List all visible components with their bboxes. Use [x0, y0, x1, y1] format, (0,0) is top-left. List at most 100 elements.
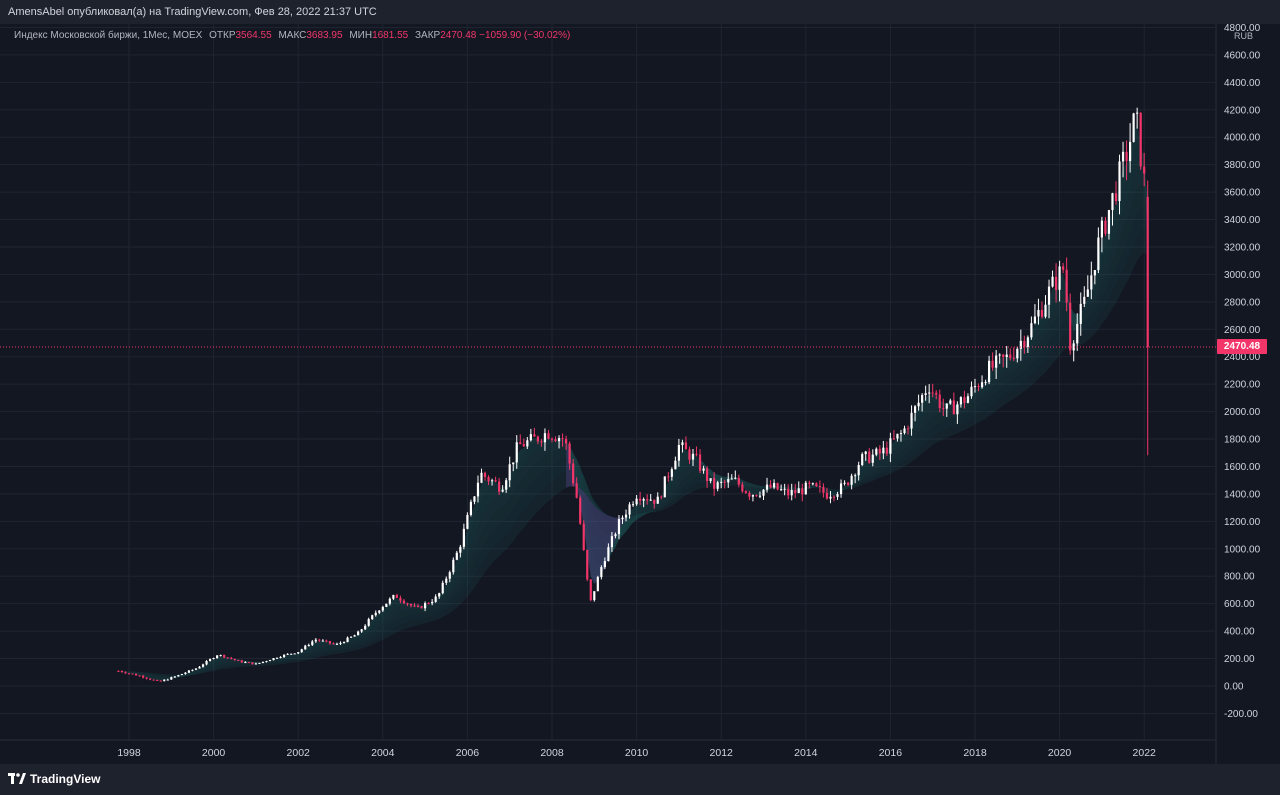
candle-body [251, 662, 254, 665]
candle-body [755, 495, 758, 497]
candle-body [822, 487, 825, 493]
candle-body [307, 644, 310, 646]
y-tick-label: 4800.00 [1224, 24, 1261, 34]
price-chart[interactable]: 4800.00 4600.00 4400.00 4200.00 4000.00 3800.… [0, 24, 1280, 764]
candle-body [649, 499, 652, 501]
candle-body [1005, 354, 1008, 357]
candle-body [508, 464, 511, 481]
candle-body [1054, 276, 1058, 290]
ma-ribbon-band [118, 164, 1148, 679]
candle-body [572, 463, 575, 484]
candle-body [762, 489, 765, 496]
candle-body [1016, 348, 1019, 359]
x-tick-label: 2004 [371, 747, 395, 759]
candle-body [512, 462, 515, 465]
high-value: 3683.95 [306, 30, 343, 41]
y-tick-label: 1000.00 [1224, 544, 1261, 555]
y-tick-label: 800.00 [1224, 572, 1255, 583]
candle-body [1040, 309, 1044, 317]
y-tick-label: 3000.00 [1224, 270, 1261, 281]
candle-body [1090, 275, 1093, 290]
x-tick-label: 2012 [710, 747, 734, 759]
candle-body [216, 655, 219, 659]
candle-body [565, 438, 568, 444]
candle-body [1093, 270, 1096, 276]
candle-body [184, 672, 187, 675]
candle-body [533, 434, 536, 437]
candle-body [399, 597, 402, 601]
y-tick-label: -200.00 [1224, 709, 1258, 720]
candle-body [212, 658, 215, 660]
symbol-legend: Индекс Московской биржи, 1Мес, MOEX ОТКР… [14, 30, 570, 41]
close-value: 2470.48 [440, 30, 477, 41]
candle-body [409, 603, 413, 606]
candle-body [959, 397, 962, 405]
candle-body [688, 449, 691, 460]
candle-body [519, 442, 522, 445]
y-tick-label: 4000.00 [1224, 133, 1261, 144]
candle-body [582, 523, 585, 550]
candle-body [1030, 323, 1033, 338]
candle-body [494, 480, 497, 482]
candle-body [554, 439, 557, 442]
x-tick-label: 2010 [625, 747, 649, 759]
candle-body [656, 496, 659, 504]
y-tick-label: 4400.00 [1224, 78, 1261, 89]
candle-body [536, 436, 539, 442]
candle-body [917, 402, 920, 407]
candle-body [223, 654, 226, 658]
candle-body [998, 354, 1001, 356]
candle-body [952, 400, 955, 415]
candle-body [1019, 340, 1022, 349]
candle-body [787, 488, 790, 496]
candle-body [794, 490, 797, 494]
candle-body [180, 674, 183, 676]
y-tick-label: 2200.00 [1224, 380, 1261, 391]
candle-body [730, 478, 733, 480]
candle-body [861, 454, 864, 465]
candle-body [1044, 304, 1047, 317]
y-tick-label: 0.00 [1224, 682, 1244, 693]
candle-body [177, 675, 180, 677]
candle-body [621, 517, 624, 520]
candle-body [723, 481, 726, 483]
y-tick-label: 3600.00 [1224, 188, 1261, 199]
candle-body [737, 477, 740, 485]
tradingview-logo-icon [8, 773, 26, 784]
candle-body [1107, 210, 1111, 234]
candle-body [769, 484, 772, 488]
candle-body [297, 652, 300, 654]
candle-body [1125, 151, 1128, 162]
candle-body [568, 443, 571, 464]
x-tick-label: 2018 [963, 747, 987, 759]
candle-body [695, 453, 698, 455]
candle-body [575, 483, 578, 498]
candle-body [205, 660, 208, 665]
candle-body [875, 448, 878, 455]
ma-ribbon-band [118, 228, 1148, 676]
candle-body [600, 567, 603, 578]
candle-body [547, 433, 550, 439]
candle-body [540, 441, 543, 443]
candle-body [219, 654, 222, 656]
candle-body [543, 433, 547, 443]
candle-body [995, 355, 998, 368]
candle-body [1100, 220, 1103, 238]
x-tick-label: 2014 [794, 747, 818, 759]
candle-body [899, 433, 903, 435]
candle-body [237, 659, 240, 661]
candle-body [124, 672, 127, 674]
candle-body [988, 360, 991, 383]
candle-body [149, 678, 152, 680]
candle-body [441, 582, 444, 594]
candle-body [811, 483, 814, 485]
y-tick-label: 2800.00 [1224, 297, 1261, 308]
candle-body [653, 499, 656, 504]
ma-ribbon-band [118, 206, 1148, 677]
candle-body [871, 454, 874, 463]
candle-body [991, 360, 994, 368]
candle-body [646, 499, 649, 501]
tradingview-logo[interactable]: TradingView [8, 772, 100, 786]
candle-body [850, 475, 853, 485]
candle-body [896, 433, 899, 439]
